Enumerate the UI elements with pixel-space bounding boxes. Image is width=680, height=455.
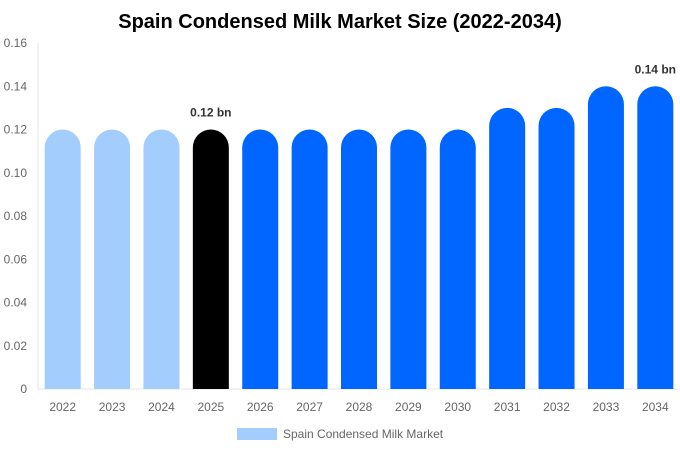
- x-tick-label: 2024: [148, 400, 175, 414]
- y-tick-label: 0.04: [4, 296, 28, 310]
- x-tick-label: 2025: [197, 400, 224, 414]
- x-tick-label: 2030: [444, 400, 471, 414]
- x-tick-label: 2031: [494, 400, 521, 414]
- x-tick-label: 2029: [395, 400, 422, 414]
- x-tick-label: 2033: [593, 400, 620, 414]
- bar-2034: [637, 86, 674, 389]
- bar-2026: [242, 129, 279, 389]
- bar-2023: [94, 129, 131, 389]
- x-tick-label: 2023: [99, 400, 126, 414]
- x-tick-label: 2028: [346, 400, 373, 414]
- legend-swatch: [237, 428, 277, 440]
- x-tick-label: 2027: [296, 400, 323, 414]
- x-tick-label: 2032: [543, 400, 570, 414]
- bar-2022: [44, 129, 81, 389]
- y-tick-label: 0.08: [4, 209, 28, 223]
- y-tick-label: 0.14: [4, 79, 28, 93]
- chart-title: Spain Condensed Milk Market Size (2022-2…: [118, 11, 562, 33]
- y-tick-label: 0.16: [4, 36, 28, 50]
- y-tick-label: 0.12: [4, 123, 28, 137]
- y-tick-label: 0.06: [4, 252, 28, 266]
- bar-2031: [489, 107, 526, 389]
- y-tick-label: 0.10: [4, 166, 28, 180]
- bar-2033: [587, 86, 624, 389]
- x-tick-label: 2026: [247, 400, 274, 414]
- x-tick-label: 2022: [49, 400, 76, 414]
- bar-2027: [291, 129, 328, 389]
- bar-2029: [390, 129, 427, 389]
- y-tick-label: 0.02: [4, 339, 28, 353]
- bar-2030: [439, 129, 476, 389]
- bar-2028: [341, 129, 377, 389]
- data-label-2025: 0.12 bn: [190, 106, 231, 120]
- x-tick-label: 2034: [642, 400, 669, 414]
- bar-2025: [192, 129, 229, 389]
- legend-label: Spain Condensed Milk Market: [283, 427, 444, 441]
- y-tick-label: 0: [20, 382, 27, 396]
- bar-2032: [538, 107, 575, 390]
- data-label-2034: 0.14 bn: [635, 62, 676, 76]
- bar-2024: [143, 129, 180, 389]
- legend: Spain Condensed Milk Market: [237, 427, 444, 441]
